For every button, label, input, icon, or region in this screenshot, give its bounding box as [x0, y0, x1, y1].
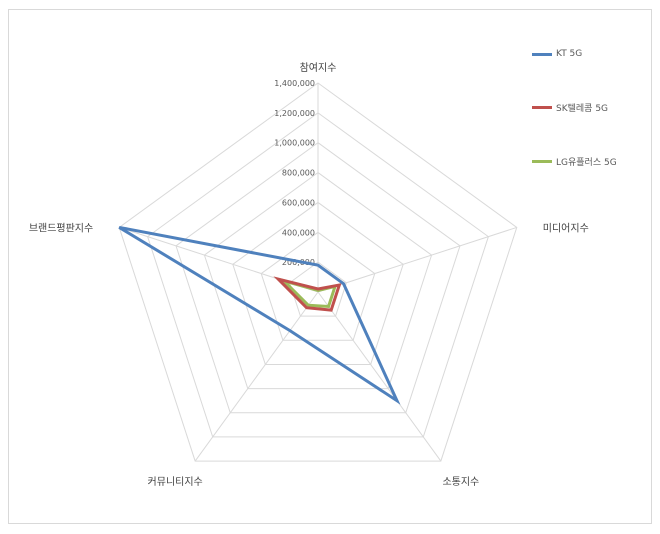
axis-label: 미디어지수 [543, 222, 589, 234]
grid-ring-5 [175, 142, 461, 414]
grid-ring-3 [232, 201, 404, 365]
axis-spoke-4 [194, 291, 319, 462]
series-line-1 [118, 225, 401, 405]
legend-item-lg: LG유플러스 5G [532, 154, 617, 168]
legend-item-kt: KT 5G [532, 47, 582, 61]
tick-label: 800,000 [282, 169, 315, 178]
grid-ring-1 [289, 261, 347, 317]
axis-spoke-2 [317, 226, 517, 293]
legend-swatch-lg [532, 159, 552, 163]
series-layer [118, 225, 401, 405]
axis-label: 커뮤니티지수 [148, 476, 203, 488]
grid-layer [118, 82, 518, 462]
axis-label: 소통지수 [442, 476, 479, 488]
axis-spoke-3 [317, 291, 442, 462]
series-line-2 [273, 276, 342, 312]
legend-label-sk: SK텔레콤 5G [556, 103, 609, 114]
tick-label: 600,000 [282, 198, 315, 207]
grid-ring-2 [260, 231, 376, 341]
grid-ring-7 [118, 82, 518, 462]
tick-label: 1,000,000 [274, 139, 315, 148]
axis-label: 브랜드평판지수 [29, 222, 93, 234]
chart-frame [8, 9, 652, 524]
legend-label-kt: KT 5G [556, 49, 583, 59]
legend-item-sk: SK텔레콤 5G [532, 100, 608, 114]
tick-label: 1,400,000 [274, 79, 315, 88]
tick-label: 1,200,000 [274, 109, 315, 118]
legend-swatch-kt [532, 52, 552, 56]
legend-label-lg: LG유플러스 5G [556, 157, 617, 168]
grid-ring-6 [147, 112, 489, 438]
axis-label: 참여지수 [300, 62, 337, 74]
tick-label: 400,000 [282, 228, 315, 237]
legend-swatch-sk [532, 105, 552, 109]
grid-ring-4 [203, 171, 433, 390]
